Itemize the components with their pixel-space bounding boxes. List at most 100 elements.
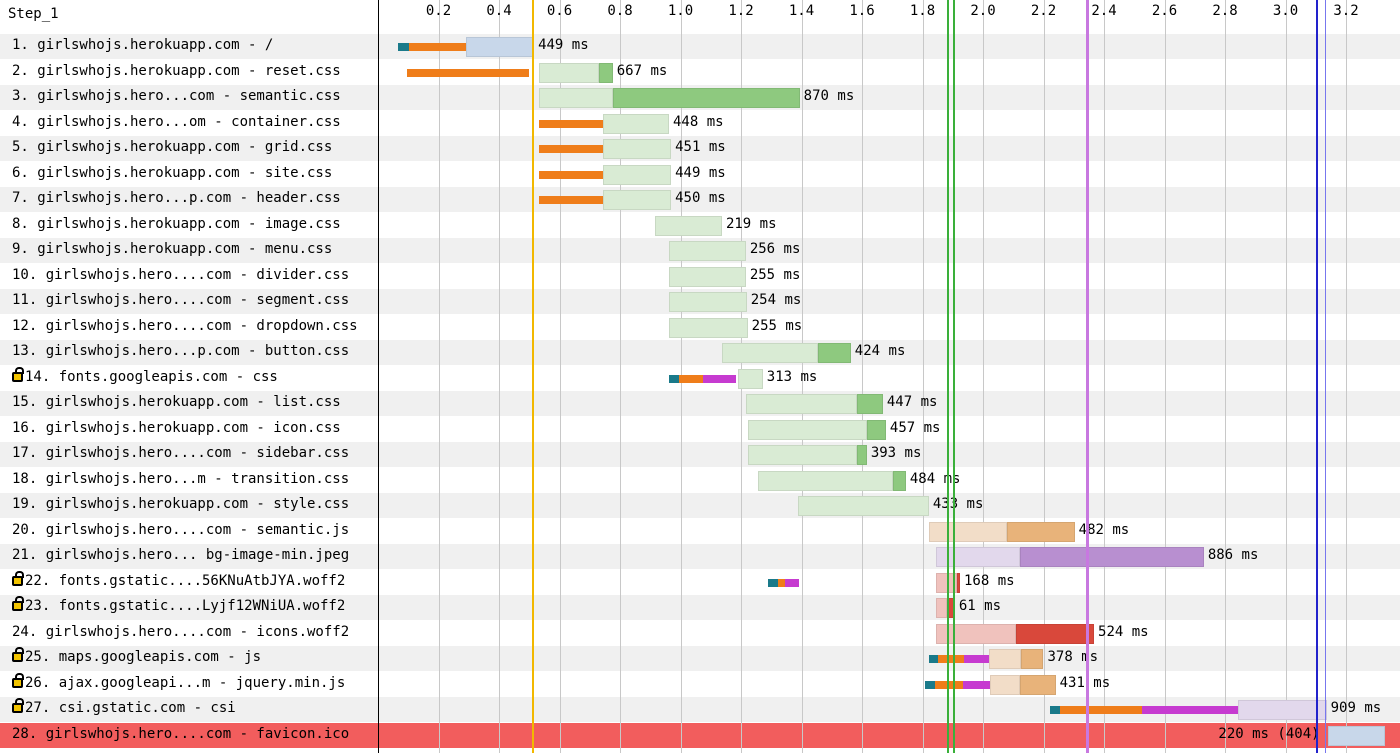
- request-row[interactable]: 1. girlswhojs.herokuapp.com - /: [0, 34, 1400, 59]
- request-row[interactable]: 20. girlswhojs.hero....com - semantic.js: [0, 519, 1400, 544]
- request-row[interactable]: 13. girlswhojs.hero...p.com - button.css: [0, 340, 1400, 365]
- bar-wait-segment: [603, 113, 669, 134]
- request-row[interactable]: 25. maps.googleapis.com - js: [0, 646, 1400, 671]
- request-row[interactable]: 7. girlswhojs.hero...p.com - header.css: [0, 187, 1400, 212]
- request-name: 15. girlswhojs.herokuapp.com - list.css: [12, 394, 341, 410]
- request-name: 17. girlswhojs.hero....com - sidebar.css: [12, 445, 350, 461]
- bar-wait-segment: [669, 317, 748, 338]
- timing-label: 254 ms: [750, 292, 802, 308]
- timing-label: 448 ms: [673, 113, 724, 130]
- request-row[interactable]: 17. girlswhojs.hero....com - sidebar.css: [0, 442, 1400, 467]
- request-row[interactable]: 28. girlswhojs.hero....com - favicon.ico: [0, 722, 1400, 748]
- request-row[interactable]: 2. girlswhojs.herokuapp.com - reset.css: [0, 60, 1400, 85]
- bar-connect-segment: [937, 655, 964, 663]
- grid-line: [1165, 0, 1166, 753]
- request-row[interactable]: 26. ajax.googleapi...m - jquery.min.js: [0, 672, 1400, 697]
- bar-wait-segment: [603, 190, 672, 210]
- bar-wait-segment: [935, 598, 947, 618]
- request-name: 28. girlswhojs.hero....com - favicon.ico: [12, 725, 350, 742]
- request-label: 14. fonts.googleapis.com - css: [12, 366, 278, 385]
- request-row[interactable]: 15. girlswhojs.herokuapp.com - list.css: [0, 391, 1400, 416]
- request-label: 5. girlswhojs.herokuapp.com - grid.css: [12, 139, 332, 155]
- bar-wait-segment: [603, 164, 672, 185]
- tick-label: 2.6: [1151, 3, 1178, 19]
- request-row[interactable]: 24. girlswhojs.hero....com - icons.woff2: [0, 621, 1400, 646]
- bar-recv-segment: [856, 445, 867, 465]
- bar-connect-segment: [678, 374, 703, 383]
- grid-line: [923, 0, 924, 753]
- timing-label: 61 ms: [958, 598, 1002, 614]
- request-name: 12. girlswhojs.hero....com - dropdown.cs…: [12, 317, 358, 334]
- tick-label: 3.2: [1333, 3, 1359, 19]
- timing-label: 886 ms: [1207, 547, 1259, 563]
- request-name: 2. girlswhojs.herokuapp.com - reset.css: [12, 62, 341, 79]
- bar-dns-segment: [398, 43, 409, 51]
- request-name: 16. girlswhojs.herokuapp.com - icon.css: [12, 419, 341, 436]
- bar-recv-segment: [1015, 623, 1094, 644]
- timing-label: 256 ms: [749, 241, 801, 257]
- bar-dns-segment: [1049, 706, 1060, 714]
- bar-dns-segment: [669, 374, 679, 383]
- bar-recv-segment: [599, 62, 613, 83]
- request-label: 12. girlswhojs.hero....com - dropdown.cs…: [12, 318, 358, 334]
- bar-wait-segment: [737, 368, 763, 389]
- bar-wait-segment: [603, 139, 672, 159]
- request-label: 20. girlswhojs.hero....com - semantic.js: [12, 522, 349, 538]
- grid-line: [1044, 0, 1045, 753]
- bar-wait-segment: [721, 343, 818, 363]
- lock-icon: [12, 672, 24, 688]
- bar-recv-segment: [947, 598, 955, 618]
- doc-complete-line-b: [1325, 0, 1326, 753]
- bar-recv-segment: [866, 419, 886, 440]
- lock-icon: [12, 366, 24, 382]
- request-row[interactable]: 19. girlswhojs.herokuapp.com - style.css: [0, 493, 1400, 518]
- request-label: 1. girlswhojs.herokuapp.com - /: [12, 37, 273, 53]
- bar-ssl-segment: [1141, 706, 1238, 714]
- request-name: 18. girlswhojs.hero...m - transition.css: [12, 470, 350, 487]
- bar-recv-segment: [856, 394, 883, 414]
- bar-recv-segment: [1020, 547, 1204, 567]
- request-name: 26. ajax.googleapi...m - jquery.min.js: [25, 674, 346, 691]
- bar-connect-segment: [407, 68, 530, 77]
- request-row[interactable]: 16. girlswhojs.herokuapp.com - icon.css: [0, 417, 1400, 442]
- request-name: 1. girlswhojs.herokuapp.com - /: [12, 37, 274, 53]
- request-row[interactable]: 14. fonts.googleapis.com - css: [0, 366, 1400, 391]
- request-name: 22. fonts.gstatic....56KNuAtbJYA.woff2: [25, 572, 346, 589]
- request-name: 4. girlswhojs.hero...om - container.css: [12, 113, 341, 130]
- bar-wait-segment: [935, 572, 957, 593]
- grid-line: [499, 0, 500, 753]
- grid-line: [560, 0, 561, 753]
- timing-label: 313 ms: [766, 368, 818, 385]
- request-label: 18. girlswhojs.hero...m - transition.css: [12, 471, 349, 487]
- request-row[interactable]: 5. girlswhojs.herokuapp.com - grid.css: [0, 136, 1400, 161]
- bar-dns-segment: [928, 655, 938, 663]
- lock-icon: [12, 698, 24, 713]
- step-title: Step_1: [8, 6, 59, 22]
- request-row[interactable]: 12. girlswhojs.hero....com - dropdown.cs…: [0, 315, 1400, 340]
- request-label: 23. fonts.gstatic....Lyjf12WNiUA.woff2: [12, 596, 345, 614]
- bar-recv-segment: [612, 88, 800, 108]
- bar-connect-segment: [1059, 706, 1142, 714]
- request-row[interactable]: 18. girlswhojs.hero...m - transition.css: [0, 468, 1400, 493]
- bar-connect-segment: [538, 145, 604, 153]
- dom-content-line-b: [953, 0, 955, 753]
- request-row[interactable]: 8. girlswhojs.herokuapp.com - image.css: [0, 213, 1400, 238]
- request-label: 22. fonts.gstatic....56KNuAtbJYA.woff2: [12, 570, 346, 589]
- tick-label: 1.0: [667, 3, 694, 19]
- request-label: 9. girlswhojs.herokuapp.com - menu.css: [12, 241, 332, 257]
- tick-label: 1.4: [788, 3, 815, 19]
- request-label: 8. girlswhojs.herokuapp.com - image.css: [12, 216, 341, 232]
- request-row[interactable]: 4. girlswhojs.hero...om - container.css: [0, 111, 1400, 136]
- request-row[interactable]: 22. fonts.gstatic....56KNuAtbJYA.woff2: [0, 570, 1400, 595]
- request-name: 5. girlswhojs.herokuapp.com - grid.css: [12, 139, 333, 155]
- bar-wait-segment: [466, 37, 535, 57]
- on-load-line: [1086, 0, 1089, 753]
- request-row[interactable]: 10. girlswhojs.hero....com - divider.css: [0, 264, 1400, 289]
- grid-line: [1286, 0, 1287, 753]
- request-row[interactable]: 6. girlswhojs.herokuapp.com - site.css: [0, 162, 1400, 187]
- request-label: 10. girlswhojs.hero....com - divider.css: [12, 267, 349, 283]
- request-row[interactable]: 23. fonts.gstatic....Lyjf12WNiUA.woff2: [0, 595, 1400, 620]
- grid-line: [1346, 0, 1347, 753]
- label-divider: [378, 0, 379, 753]
